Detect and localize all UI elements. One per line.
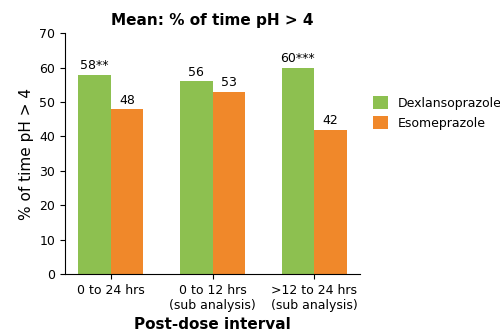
Bar — [111, 109, 144, 274]
Bar — [314, 130, 346, 274]
Bar — [78, 74, 111, 274]
Title: Mean: % of time pH > 4: Mean: % of time pH > 4 — [111, 13, 314, 28]
Text: 58**: 58** — [80, 59, 109, 72]
Bar — [282, 68, 314, 274]
Bar — [212, 92, 245, 274]
Y-axis label: % of time pH > 4: % of time pH > 4 — [18, 88, 34, 220]
Text: 42: 42 — [322, 114, 338, 127]
Legend: Dexlansoprazole, Esomeprazole: Dexlansoprazole, Esomeprazole — [369, 93, 500, 134]
Text: 48: 48 — [119, 94, 135, 107]
Text: 56: 56 — [188, 66, 204, 79]
X-axis label: Post-dose interval: Post-dose interval — [134, 317, 291, 332]
Text: 60***: 60*** — [280, 52, 315, 65]
Bar — [180, 81, 212, 274]
Text: 53: 53 — [221, 76, 236, 90]
